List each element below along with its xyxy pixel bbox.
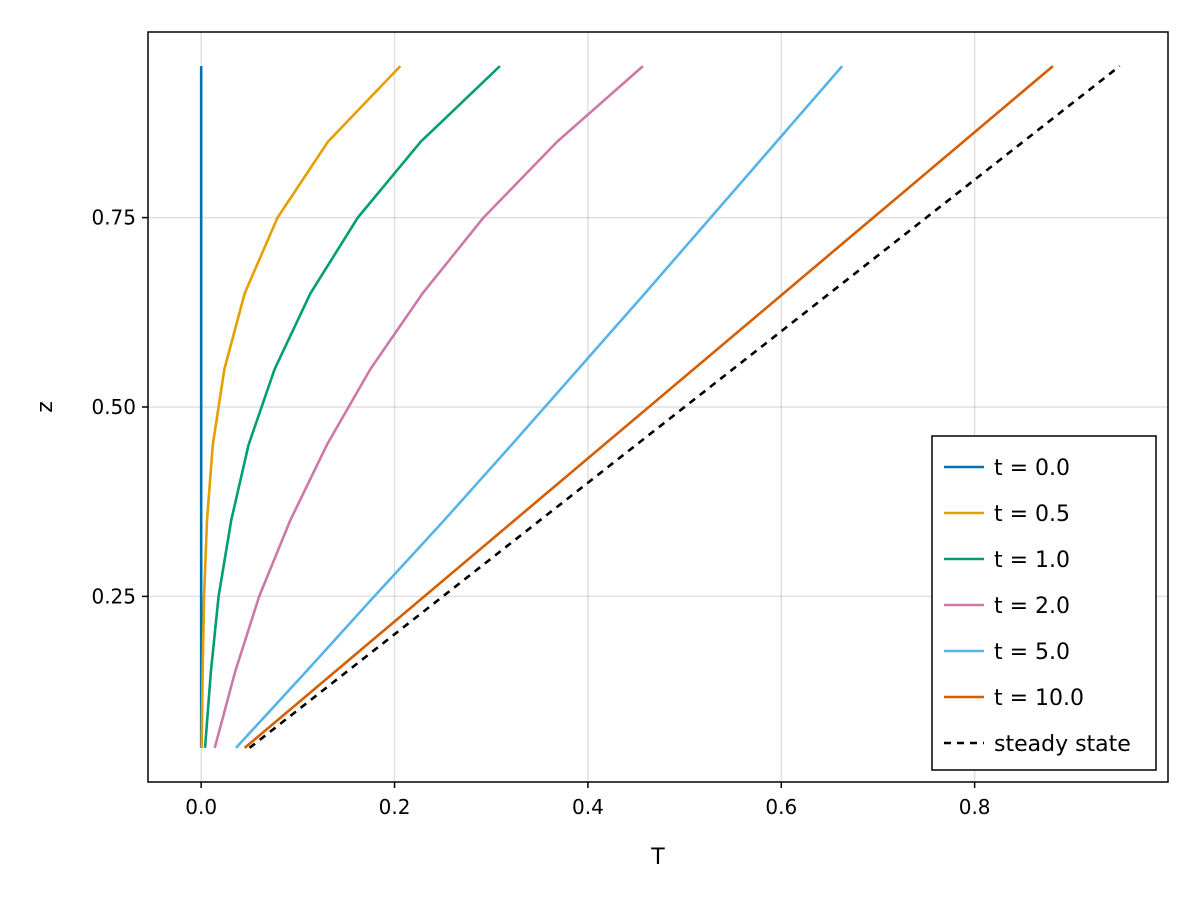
y-tick-label: 0.25 bbox=[91, 584, 136, 608]
series-layer bbox=[199, 65, 1121, 749]
series-line-2 bbox=[203, 65, 501, 749]
y-axis-label: z bbox=[33, 401, 58, 413]
legend-label: t = 0.5 bbox=[994, 502, 1070, 527]
y-tick-label: 0.50 bbox=[91, 395, 136, 419]
series-line-3 bbox=[213, 65, 644, 749]
series-line-6 bbox=[248, 65, 1121, 749]
legend-label: steady state bbox=[994, 732, 1131, 757]
legend-box bbox=[931, 435, 1157, 771]
legend-label: t = 10.0 bbox=[994, 686, 1084, 711]
grid-lines bbox=[148, 32, 1168, 782]
x-tick-label: 0.2 bbox=[379, 795, 411, 819]
legend-label: t = 1.0 bbox=[994, 548, 1070, 573]
x-axis-label: T bbox=[650, 845, 665, 870]
series-line-5 bbox=[243, 65, 1054, 749]
x-tick-label: 0.4 bbox=[572, 795, 604, 819]
series-line-1 bbox=[200, 65, 402, 748]
x-tick-label: 0.6 bbox=[765, 795, 797, 819]
x-tick-label: 0.8 bbox=[959, 795, 991, 819]
legend-label: t = 2.0 bbox=[994, 594, 1070, 619]
y-tick-label: 0.75 bbox=[91, 206, 136, 230]
axis-ticks: 0.0 0.2 0.4 0.6 0.8 0.25 0.50 0.75 bbox=[91, 206, 990, 819]
x-tick-label: 0.0 bbox=[185, 795, 217, 819]
series-line-4 bbox=[235, 65, 844, 749]
legend-label: t = 0.0 bbox=[994, 456, 1070, 481]
legend: t = 0.0 t = 0.5 t = 1.0 t = 2.0 t = 5.0 t = 1… bbox=[931, 435, 1157, 771]
legend-label: t = 5.0 bbox=[994, 640, 1070, 665]
